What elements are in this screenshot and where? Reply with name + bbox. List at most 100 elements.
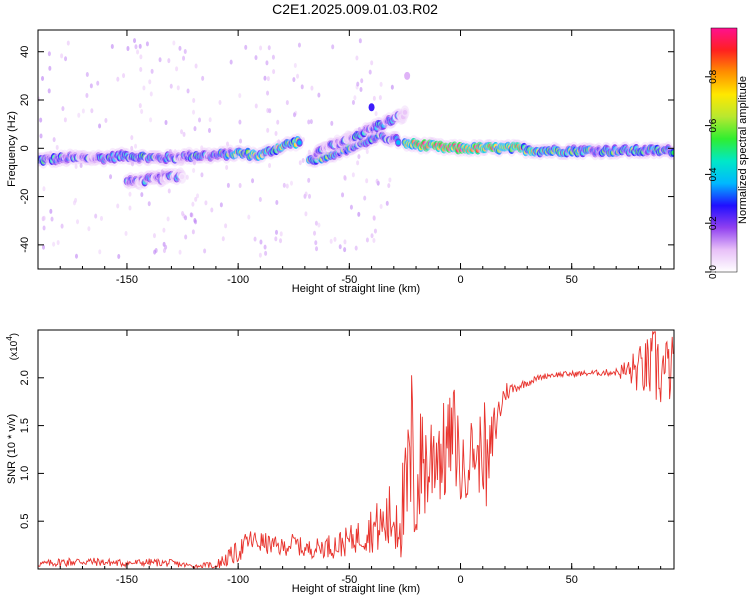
- spectrogram-noise-cell: [315, 246, 319, 252]
- spectrogram-noise-cell: [60, 223, 64, 229]
- spectrogram-noise-cell: [184, 215, 188, 221]
- spectrogram-noise-cell: [379, 81, 383, 87]
- spectrogram-noise-cell: [50, 216, 54, 222]
- spectrogram-noise-cell: [41, 75, 45, 81]
- spectrogram-noise-cell: [264, 250, 268, 256]
- spectrogram-noise-cell: [331, 44, 335, 50]
- spectrogram-noise-cell: [183, 49, 187, 55]
- spectrogram-noise-cell: [77, 112, 81, 118]
- spectrogram-noise-cell: [351, 99, 355, 105]
- spectrogram-x-tick-label: -50: [341, 274, 357, 286]
- spectrogram-cell: [179, 174, 185, 180]
- spectrogram-noise-cell: [185, 174, 189, 180]
- colorbar-tick-label: 0.6: [708, 118, 719, 132]
- spectrogram-noise-cell: [363, 195, 367, 201]
- spectrogram-noise-cell: [204, 200, 208, 206]
- spectrogram-noise-cell: [254, 103, 258, 109]
- spectrogram-noise-cell: [304, 211, 308, 217]
- snr-scale-label: (x10: [9, 340, 20, 360]
- spectrogram-noise-cell: [56, 240, 60, 246]
- spectrogram-noise-cell: [314, 240, 318, 246]
- snr-marks: [38, 331, 674, 569]
- snr-x-tick-label: -100: [227, 574, 249, 586]
- spectrogram-noise-cell: [388, 177, 392, 183]
- spectrogram-noise-cell: [42, 225, 46, 231]
- spectrogram-noise-cell: [276, 119, 280, 125]
- spectrogram-noise-cell: [110, 43, 114, 49]
- spectrogram-noise-cell: [47, 88, 51, 94]
- spectrogram-noise-cell: [333, 236, 337, 242]
- spectrogram-noise-cell: [140, 192, 144, 198]
- snr-x-tick-label: -150: [116, 574, 138, 586]
- spectrogram-noise-cell: [365, 178, 369, 184]
- spectrogram-noise-cell: [300, 84, 304, 90]
- spectrogram-noise-cell: [317, 92, 321, 98]
- spectrogram-noise-cell: [357, 154, 361, 160]
- spectrogram-noise-cell: [356, 81, 360, 87]
- spectrogram-noise-cell: [259, 45, 263, 51]
- spectrogram-noise-cell: [181, 159, 185, 165]
- spectrogram-noise-cell: [79, 163, 83, 169]
- spectrogram-noise-cell: [260, 153, 264, 159]
- spectrogram-noise-cell: [292, 112, 296, 118]
- spectrogram-noise-cell: [158, 57, 162, 63]
- spectrogram-noise-cell: [274, 130, 278, 136]
- spectrogram-noise-cell: [167, 58, 171, 64]
- spectrogram-noise-cell: [66, 40, 70, 46]
- spectrogram-noise-cell: [307, 119, 311, 125]
- snr-panel: -150 -100 -50 0 50 2.0 1.5 1.0 0.5 Height of str…: [5, 329, 675, 595]
- spectrogram-noise-cell: [266, 127, 270, 133]
- spectrogram-noise-cell: [355, 55, 359, 61]
- spectrogram-noise-cell: [272, 69, 276, 75]
- spectrogram-noise-cell: [193, 126, 197, 132]
- spectrogram-noise-cell: [285, 100, 289, 106]
- spectrogram-noise-cell: [94, 213, 98, 219]
- spectrogram-noise-cell: [238, 93, 242, 99]
- spectrogram-noise-cell: [273, 144, 277, 150]
- spectrogram-noise-cell: [351, 172, 355, 178]
- spectrogram-noise-cell: [356, 160, 360, 166]
- spectrogram-noise-cell: [194, 63, 198, 69]
- spectrogram-noise-cell: [148, 79, 152, 85]
- spectrogram-noise-cell: [266, 90, 270, 96]
- spectrogram-y-tick-label: 0: [19, 145, 31, 151]
- spectrogram-noise-cell: [133, 38, 137, 44]
- spectrogram-noise-cell: [354, 245, 358, 251]
- spectrogram-noise-cell: [360, 78, 364, 84]
- spectrogram-noise-cell: [64, 56, 68, 62]
- spectrogram-noise-cell: [387, 183, 391, 189]
- snr-frame: [37, 329, 675, 570]
- spectrogram-noise-cell: [39, 117, 43, 123]
- spectrogram-noise-cell: [343, 175, 347, 181]
- spectrogram-noise-cell: [192, 109, 196, 115]
- spectrogram-spot: [368, 103, 375, 112]
- spectrogram-noise-cell: [164, 244, 168, 250]
- spectrogram-noise-cell: [293, 62, 297, 68]
- spectrogram-noise-cell: [184, 234, 188, 240]
- svg-text:(x104): (x104): [5, 333, 20, 360]
- spectrogram-noise-cell: [191, 229, 195, 235]
- snr-y-tick-label: 0.5: [19, 514, 31, 529]
- spectrogram-noise-cell: [55, 144, 59, 150]
- spectrogram-y-tick-label: -40: [19, 237, 31, 253]
- spectrogram-noise-cell: [308, 193, 312, 199]
- spectrogram-noise-cell: [89, 83, 93, 89]
- spectrogram-noise-cell: [124, 230, 128, 236]
- spectrogram-noise-cell: [138, 43, 142, 49]
- spectrogram-noise-cell: [153, 249, 157, 255]
- snr-x-axis-label: Height of straight line (km): [292, 583, 420, 595]
- spectrogram-noise-cell: [74, 164, 78, 170]
- spectrogram-y-axis-label: Frequency (Hz): [6, 111, 18, 187]
- spectrogram-noise-cell: [52, 137, 56, 143]
- spectrogram-noise-cell: [285, 183, 289, 189]
- spectrogram-noise-cell: [258, 252, 262, 258]
- spectrogram-noise-cell: [365, 149, 369, 155]
- spectrogram-ridge-branch-d: [311, 105, 410, 162]
- spectrogram-noise-cell: [98, 249, 102, 255]
- spectrogram-x-tick-label: -100: [227, 274, 249, 286]
- spectrogram-noise-cell: [274, 236, 278, 242]
- spectrogram-noise-cell: [219, 202, 223, 208]
- spectrogram-noise-cell: [81, 108, 85, 114]
- spectrogram-noise-cell: [302, 137, 306, 143]
- spectrogram-noise-cell: [87, 226, 91, 232]
